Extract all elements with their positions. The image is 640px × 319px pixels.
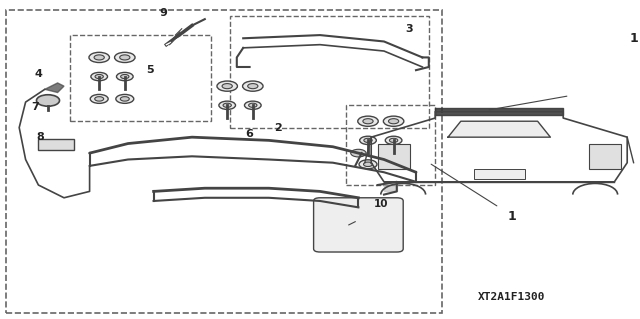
Circle shape xyxy=(383,116,404,126)
Circle shape xyxy=(243,81,263,91)
Text: XT2A1F1300: XT2A1F1300 xyxy=(478,292,546,302)
Circle shape xyxy=(249,103,257,107)
Circle shape xyxy=(95,97,104,101)
Circle shape xyxy=(115,52,135,63)
Bar xyxy=(589,144,621,169)
Circle shape xyxy=(244,101,261,109)
Circle shape xyxy=(364,138,372,142)
Circle shape xyxy=(363,119,373,124)
Text: 4: 4 xyxy=(35,69,42,78)
Circle shape xyxy=(121,74,129,79)
Circle shape xyxy=(388,119,399,124)
Circle shape xyxy=(94,55,104,60)
Text: 6: 6 xyxy=(246,129,253,139)
Circle shape xyxy=(120,55,130,60)
Circle shape xyxy=(91,72,108,81)
Polygon shape xyxy=(448,121,550,137)
Circle shape xyxy=(358,116,378,126)
Circle shape xyxy=(359,160,377,169)
Text: 1: 1 xyxy=(508,211,516,223)
Circle shape xyxy=(116,94,134,103)
Circle shape xyxy=(36,95,60,106)
Circle shape xyxy=(219,101,236,109)
Circle shape xyxy=(248,84,258,89)
Circle shape xyxy=(223,103,232,107)
Circle shape xyxy=(222,84,232,89)
FancyBboxPatch shape xyxy=(314,198,403,252)
Circle shape xyxy=(89,52,109,63)
Circle shape xyxy=(120,97,129,101)
Circle shape xyxy=(385,160,403,169)
Circle shape xyxy=(360,136,376,145)
Text: 2: 2 xyxy=(275,122,282,133)
Bar xyxy=(38,139,74,150)
Polygon shape xyxy=(45,83,64,93)
Circle shape xyxy=(217,81,237,91)
Circle shape xyxy=(95,74,104,79)
Circle shape xyxy=(116,72,133,81)
Text: 1: 1 xyxy=(629,32,638,45)
Bar xyxy=(378,144,410,169)
Text: 9: 9 xyxy=(159,8,167,18)
Circle shape xyxy=(364,162,372,167)
Circle shape xyxy=(389,162,398,167)
Circle shape xyxy=(389,138,398,142)
Text: 7: 7 xyxy=(31,102,39,112)
Circle shape xyxy=(385,136,402,145)
Text: 8: 8 xyxy=(36,132,44,142)
Text: 3: 3 xyxy=(406,24,413,34)
Circle shape xyxy=(351,149,366,157)
Circle shape xyxy=(90,94,108,103)
Text: 5: 5 xyxy=(147,65,154,75)
Text: 10: 10 xyxy=(374,199,388,209)
Bar xyxy=(474,169,525,179)
Polygon shape xyxy=(384,182,397,191)
